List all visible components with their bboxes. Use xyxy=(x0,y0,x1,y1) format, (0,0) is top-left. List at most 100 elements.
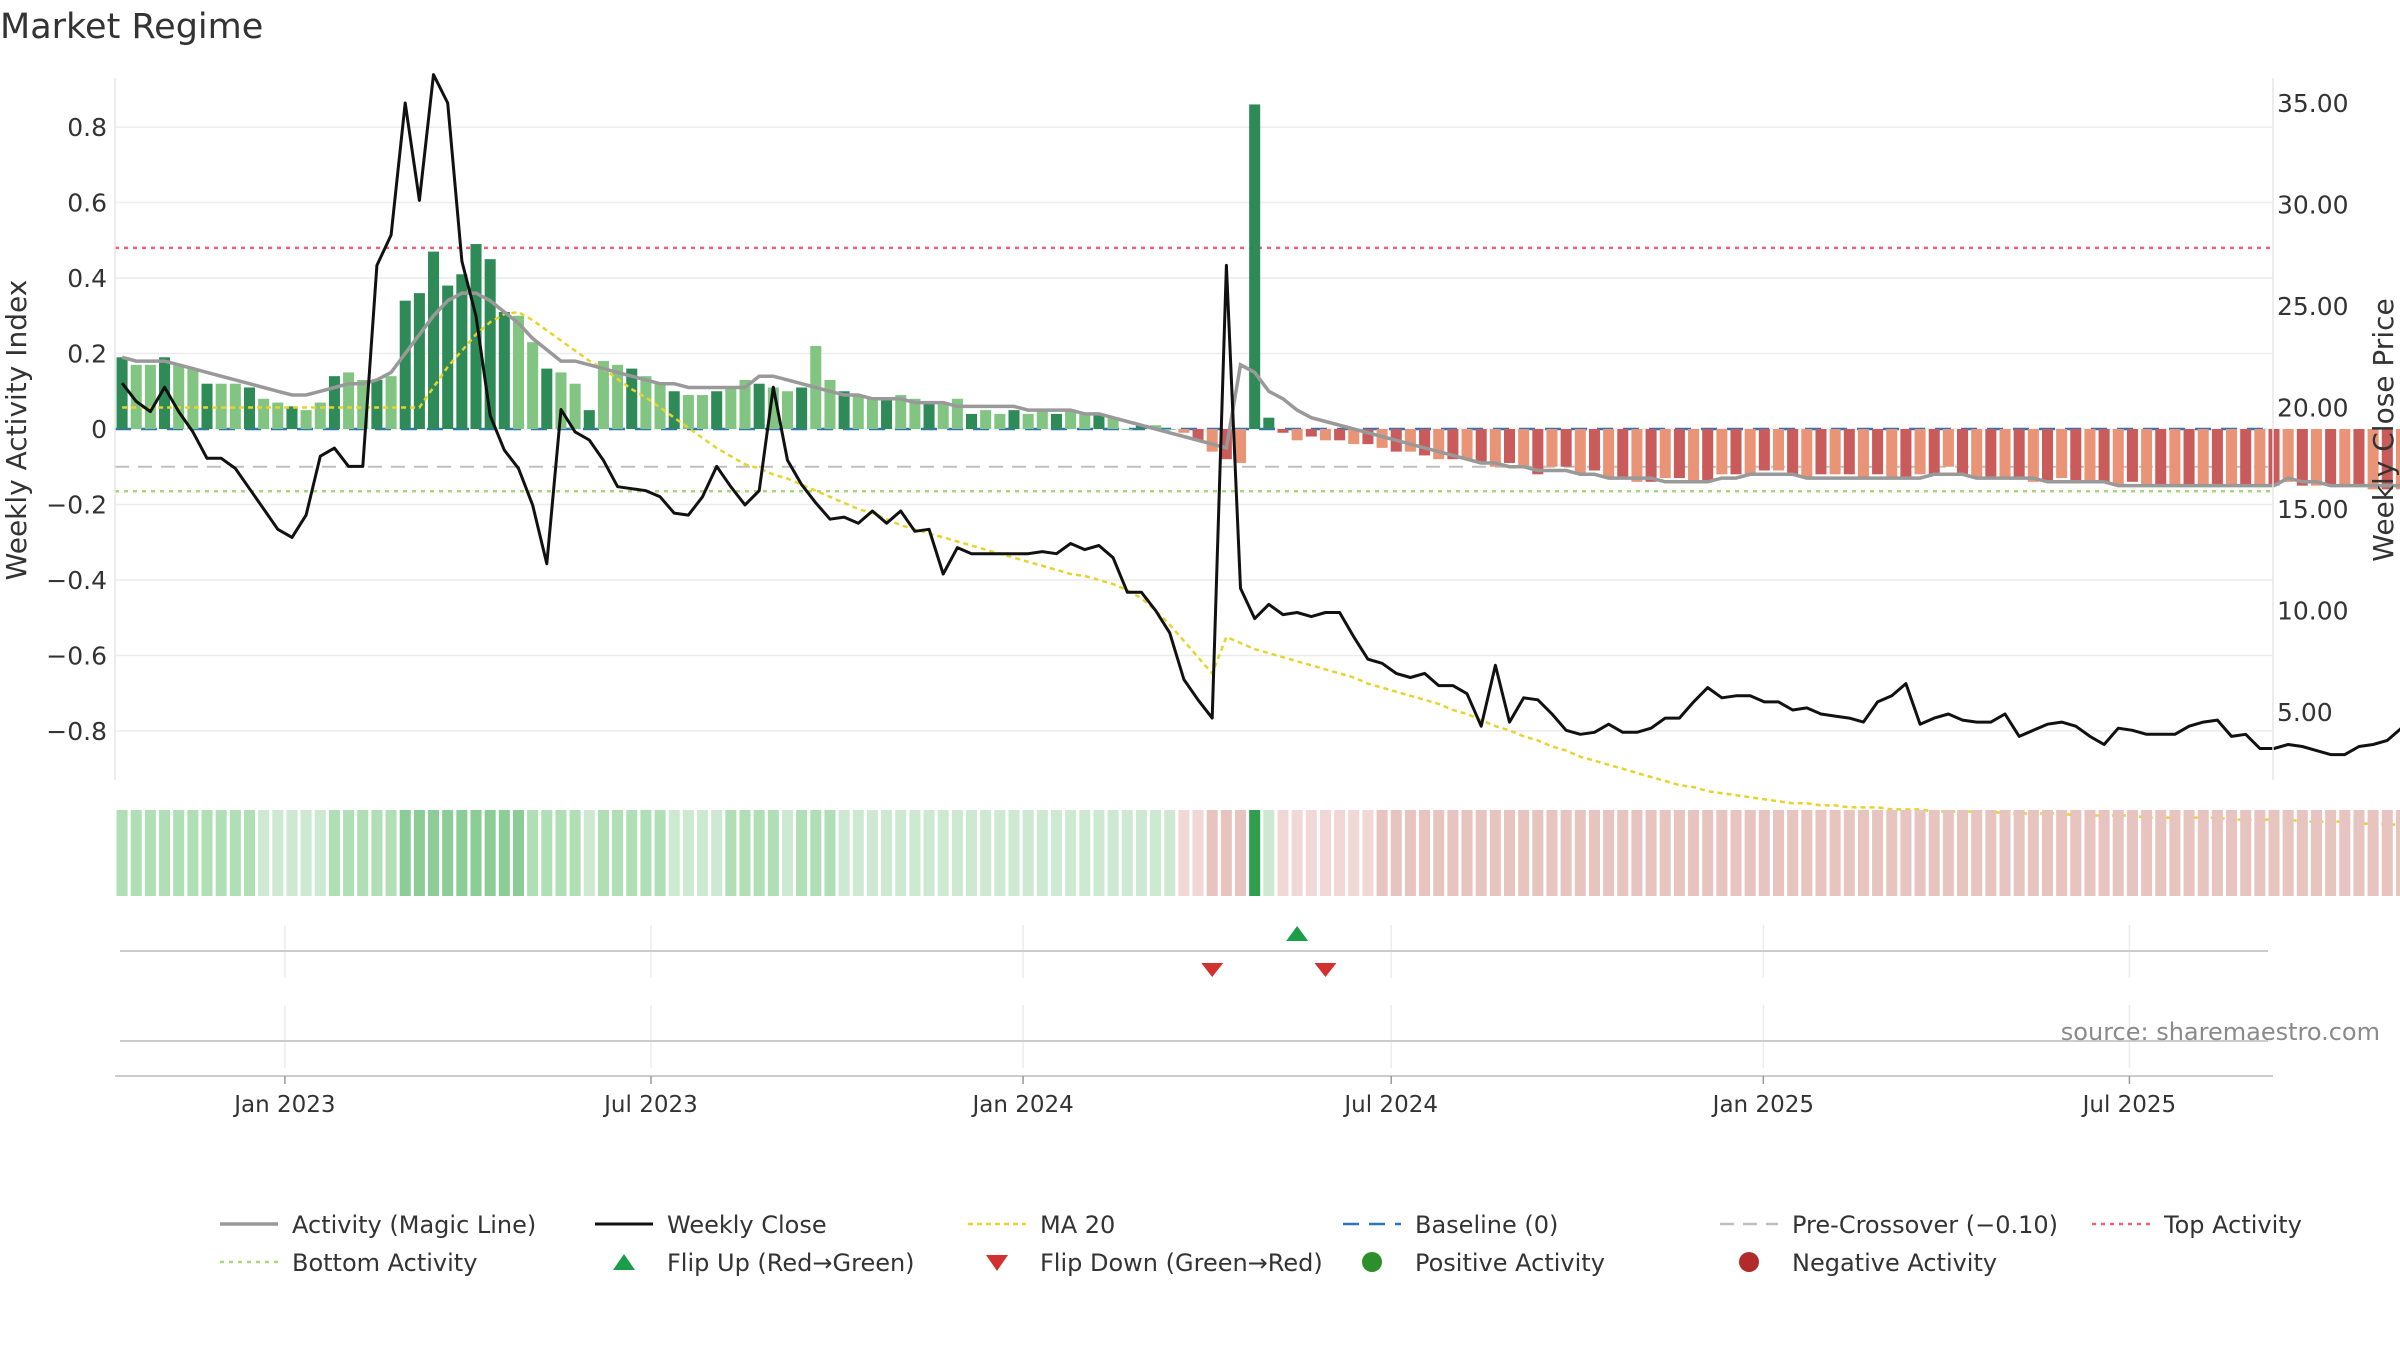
regime-cell xyxy=(781,810,794,896)
activity-bar xyxy=(1277,429,1289,433)
activity-bar xyxy=(1503,429,1516,463)
activity-bar xyxy=(569,383,581,429)
activity-bar xyxy=(866,398,878,429)
regime-cell xyxy=(2183,810,2195,896)
regime-cell xyxy=(2197,810,2209,896)
regime-cell xyxy=(1079,810,1091,896)
activity-bar xyxy=(2056,429,2068,479)
activity-bar xyxy=(1815,429,1827,475)
activity-bar xyxy=(1829,429,1841,475)
regime-cell xyxy=(1121,810,1133,896)
regime-cell xyxy=(767,810,779,896)
regime-strip xyxy=(116,810,2400,896)
activity-bar xyxy=(229,383,241,429)
regime-cell xyxy=(187,810,199,896)
y-left-tick-label: 0.8 xyxy=(67,113,107,142)
activity-bar xyxy=(2013,429,2025,479)
regime-cell xyxy=(725,810,737,896)
regime-cell xyxy=(2240,810,2252,896)
activity-bar xyxy=(1843,429,1855,475)
regime-cell xyxy=(2112,810,2124,896)
activity-bar xyxy=(1546,429,1558,467)
regime-cell xyxy=(173,810,185,896)
activity-bar xyxy=(937,402,949,429)
activity-bar xyxy=(725,387,737,429)
regime-cell xyxy=(371,810,383,896)
regime-cell xyxy=(357,810,369,896)
activity-bar xyxy=(2027,429,2039,482)
activity-bar xyxy=(612,364,624,429)
activity-bar xyxy=(951,398,963,429)
activity-bar xyxy=(1164,429,1176,430)
regime-cell xyxy=(428,810,440,896)
x-tick-label: Jan 2023 xyxy=(232,1092,335,1118)
activity-bar xyxy=(1942,429,1954,467)
regime-cell xyxy=(1560,810,1572,896)
activity-bar xyxy=(2211,429,2223,486)
flip-markers xyxy=(120,926,2268,1042)
y-left-tick-label: −0.4 xyxy=(46,566,107,595)
activity-bar xyxy=(1036,410,1048,429)
activity-bar xyxy=(739,379,751,429)
regime-cell xyxy=(1348,810,1360,896)
series-lines xyxy=(120,73,2400,827)
activity-bar xyxy=(1192,429,1204,441)
activity-bar xyxy=(2381,429,2393,490)
regime-cell xyxy=(1291,810,1303,896)
regime-cell xyxy=(2254,810,2266,896)
activity-bar xyxy=(159,357,171,429)
activity-bar xyxy=(838,391,850,429)
regime-cell xyxy=(1461,810,1473,896)
regime-cell xyxy=(470,810,482,896)
activity-bar xyxy=(2070,429,2082,482)
regime-cell xyxy=(2226,810,2238,896)
regime-cell xyxy=(1164,810,1176,896)
activity-bar xyxy=(2325,429,2337,486)
regime-cell xyxy=(1999,810,2011,896)
activity-bar xyxy=(527,342,539,429)
activity-bar xyxy=(1107,417,1119,429)
activity-bar xyxy=(1928,429,1940,475)
regime-cell xyxy=(1673,810,1685,896)
activity-bar xyxy=(1334,429,1346,441)
regime-cell xyxy=(2395,810,2400,896)
regime-cell xyxy=(739,810,751,896)
activity-bar xyxy=(2098,429,2110,482)
regime-cell xyxy=(1886,810,1898,896)
activity-bar xyxy=(697,395,709,429)
regime-cell xyxy=(243,810,256,896)
regime-cell xyxy=(1645,810,1657,896)
activity-bar xyxy=(1065,410,1077,429)
regime-cell xyxy=(2027,810,2039,896)
activity-bar xyxy=(2126,429,2138,482)
regime-cell xyxy=(2282,810,2294,896)
regime-cell xyxy=(1192,810,1204,896)
regime-cell xyxy=(1107,810,1119,896)
x-tick-label: Jul 2025 xyxy=(2081,1092,2177,1118)
regime-cell xyxy=(314,810,326,896)
regime-cell xyxy=(1659,810,1671,896)
regime-cell xyxy=(1050,810,1062,896)
activity-bar xyxy=(796,387,808,429)
legend-flip-up: Flip Up (Red→Green) xyxy=(613,1249,915,1277)
regime-cell xyxy=(442,810,454,896)
regime-cell xyxy=(1178,810,1190,896)
regime-cell xyxy=(1957,810,1969,896)
activity-bar xyxy=(1461,429,1473,460)
regime-cell xyxy=(286,810,298,896)
activity-bar xyxy=(130,364,142,429)
regime-cell xyxy=(1376,810,1388,896)
regime-cell xyxy=(2353,810,2365,896)
activity-bar xyxy=(1234,429,1247,463)
activity-bar xyxy=(1475,429,1487,463)
activity-bar xyxy=(1376,429,1388,448)
legend-swatch-triangle-down xyxy=(986,1255,1008,1271)
regime-cell xyxy=(923,810,935,896)
regime-cell xyxy=(2268,810,2280,896)
regime-cell xyxy=(1319,810,1331,896)
y-right-tick-label: 5.00 xyxy=(2277,698,2333,727)
regime-cell xyxy=(810,810,822,896)
legend-label: Weekly Close xyxy=(667,1211,827,1239)
activity-bar xyxy=(1532,429,1544,475)
